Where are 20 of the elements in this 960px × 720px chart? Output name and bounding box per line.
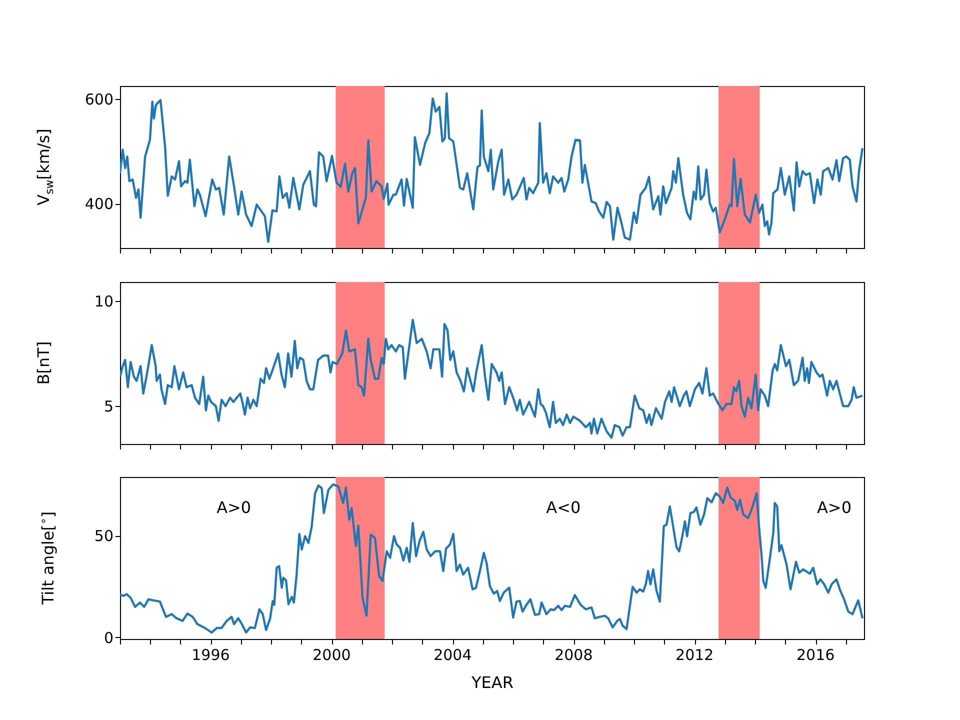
x-tick-label: 1996	[192, 646, 230, 664]
x-tick-label: 2016	[796, 646, 835, 664]
annotation: A>0	[816, 498, 852, 517]
annotation: A>0	[216, 498, 252, 517]
x-tick-label: 2012	[676, 646, 714, 664]
y-tick-label: 600	[84, 90, 114, 109]
y-tick-label: 0	[104, 628, 114, 647]
y-tick-label: 50	[94, 527, 114, 546]
line-series	[120, 483, 864, 634]
annotation: A<0	[546, 498, 581, 517]
x-tick-label: 2000	[312, 646, 351, 664]
x-axis-title: YEAR	[470, 673, 514, 692]
x-tick-label: 2008	[554, 646, 593, 664]
y-axis-title: B[nT]	[33, 340, 54, 387]
line-series	[120, 92, 864, 243]
x-tick-label: 2004	[434, 646, 472, 664]
y-tick-label: 10	[94, 292, 114, 310]
line-series	[120, 318, 864, 439]
y-tick-label: 5	[104, 398, 114, 416]
y-tick-label: 400	[84, 195, 114, 214]
